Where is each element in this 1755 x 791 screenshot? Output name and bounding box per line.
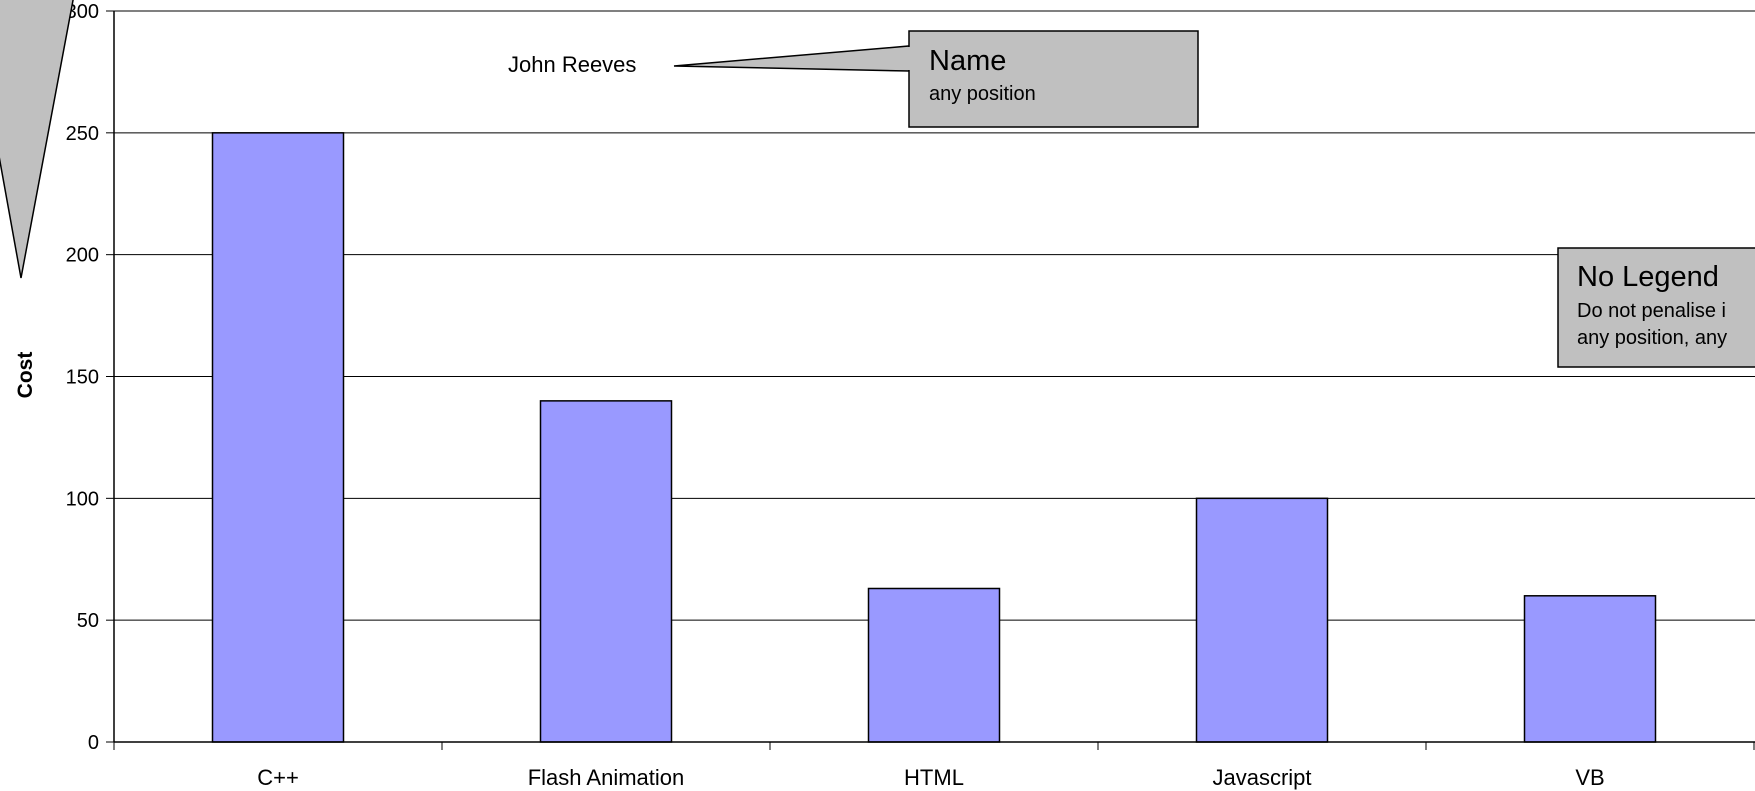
y-tick-label: 300 (66, 1, 99, 23)
legend-note-box (1557, 247, 1755, 368)
y-tick-label: 250 (66, 123, 99, 145)
y-tick-label: 0 (88, 732, 99, 754)
y-tick-labels: 0 50 100 150 200 250 300 (66, 1, 99, 754)
legend-note-line2: any position, any (1577, 327, 1727, 349)
bar-flash-animation (539, 400, 673, 743)
bar-html (867, 587, 1001, 743)
x-tick-label: C++ (257, 765, 299, 790)
bar-c- (211, 132, 345, 743)
axes (113, 11, 1755, 743)
x-tick-label: HTML (904, 765, 964, 790)
pointer-shape (0, 0, 74, 279)
author-label: John Reeves (508, 52, 636, 77)
legend-note-line1: Do not penalise i (1577, 300, 1726, 322)
x-tick-label: Flash Animation (528, 765, 685, 790)
y-tick-label: 50 (77, 610, 99, 632)
bar-javascript (1195, 497, 1329, 743)
y-axis-label: Cost (14, 352, 37, 399)
x-tick-labels: C++ Flash Animation HTML Javascript VB (257, 765, 1604, 790)
name-callout-text: any position (929, 83, 1036, 105)
name-callout-title: Name (929, 45, 1006, 77)
bars (211, 132, 1657, 743)
y-tick-label: 150 (66, 367, 99, 389)
bar-vb (1523, 595, 1657, 743)
x-tick-label: VB (1575, 765, 1604, 790)
x-tick-label: Javascript (1212, 765, 1311, 790)
y-tick-label: 200 (66, 245, 99, 267)
name-callout-box (908, 30, 1199, 128)
y-tick-label: 100 (66, 488, 99, 510)
legend-note-title: No Legend (1577, 261, 1719, 293)
